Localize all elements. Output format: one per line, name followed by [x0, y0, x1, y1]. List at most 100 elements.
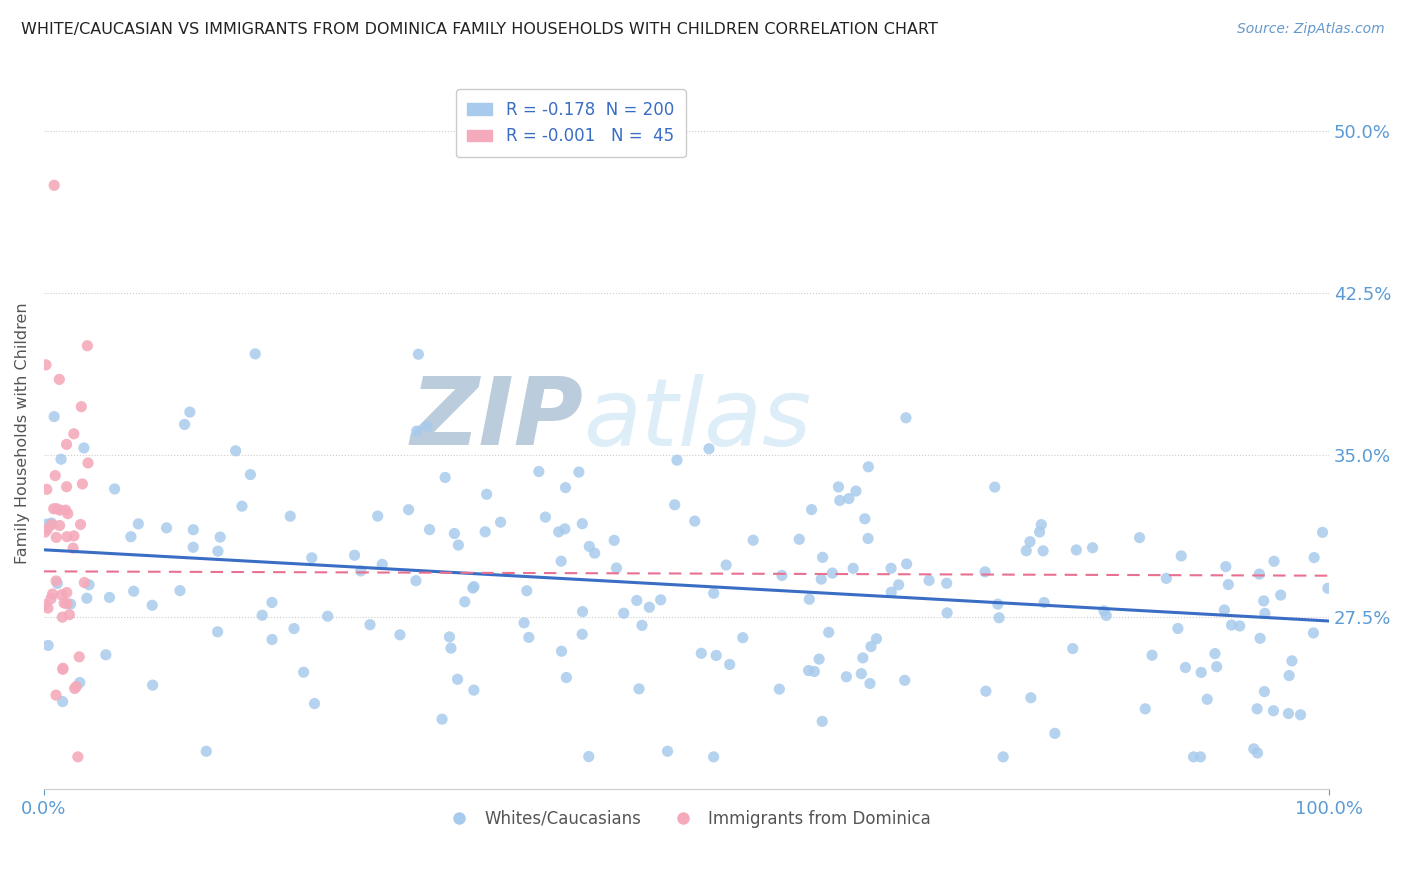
Point [1128, 531, 1150, 545]
Point [838, 491, 860, 506]
Point [98, 591, 121, 605]
Point [803, 665, 825, 679]
Point [690, 646, 713, 660]
Text: atlas: atlas [583, 374, 811, 465]
Point [1215, 559, 1237, 574]
Point [304, 697, 326, 711]
Point [1140, 648, 1163, 663]
Point [301, 550, 323, 565]
Point [1015, 543, 1038, 558]
Point [461, 581, 484, 595]
Point [1213, 603, 1236, 617]
Point [1243, 742, 1265, 756]
Point [250, 608, 273, 623]
Point [1135, 702, 1157, 716]
Point [388, 628, 411, 642]
Point [859, 640, 882, 654]
Point [45, 574, 67, 588]
Point [67, 649, 90, 664]
Point [1092, 604, 1115, 618]
Point [419, 523, 441, 537]
Point [578, 540, 600, 554]
Text: Source: ZipAtlas.com: Source: ZipAtlas.com [1237, 22, 1385, 37]
Point [936, 606, 959, 620]
Point [1218, 577, 1240, 591]
Point [991, 750, 1014, 764]
Point [568, 465, 591, 479]
Point [70, 400, 93, 414]
Point [1032, 544, 1054, 558]
Point [627, 681, 650, 696]
Point [46, 576, 69, 591]
Point [359, 617, 381, 632]
Point [52, 661, 75, 675]
Point [55, 503, 77, 517]
Point [173, 417, 195, 432]
Point [55, 585, 77, 599]
Point [73, 575, 96, 590]
Point [37, 522, 59, 536]
Point [434, 470, 457, 484]
Point [72, 477, 94, 491]
Point [1170, 549, 1192, 563]
Point [845, 484, 868, 499]
Point [489, 515, 512, 529]
Point [984, 480, 1007, 494]
Point [34, 524, 56, 539]
Point [439, 630, 461, 644]
Point [41, 517, 63, 532]
Point [513, 615, 536, 630]
Point [56, 597, 79, 611]
Legend: Whites/Caucasians, Immigrants from Dominica: Whites/Caucasians, Immigrants from Domin… [436, 803, 936, 834]
Point [1062, 641, 1084, 656]
Point [811, 714, 834, 729]
Point [974, 565, 997, 579]
Point [893, 673, 915, 688]
Point [42, 501, 65, 516]
Point [554, 481, 576, 495]
Point [808, 652, 831, 666]
Point [475, 487, 498, 501]
Point [704, 648, 727, 663]
Point [52, 662, 75, 676]
Point [231, 499, 253, 513]
Point [842, 561, 865, 575]
Point [63, 529, 86, 543]
Point [225, 443, 247, 458]
Point [440, 641, 463, 656]
Point [39, 591, 62, 606]
Point [1270, 588, 1292, 602]
Point [1281, 654, 1303, 668]
Point [69, 675, 91, 690]
Point [835, 670, 858, 684]
Point [34, 598, 56, 612]
Point [120, 530, 142, 544]
Point [1253, 594, 1275, 608]
Point [1277, 706, 1299, 721]
Point [987, 597, 1010, 611]
Point [974, 684, 997, 698]
Point [827, 480, 849, 494]
Point [169, 583, 191, 598]
Point [48, 372, 70, 386]
Point [1095, 608, 1118, 623]
Point [555, 671, 578, 685]
Point [880, 561, 903, 575]
Point [852, 651, 875, 665]
Point [122, 584, 145, 599]
Point [550, 644, 572, 658]
Point [463, 580, 485, 594]
Point [988, 611, 1011, 625]
Point [631, 618, 654, 632]
Point [51, 610, 73, 624]
Point [583, 546, 606, 560]
Point [550, 554, 572, 568]
Point [896, 557, 918, 571]
Point [664, 498, 686, 512]
Point [858, 459, 880, 474]
Point [742, 533, 765, 548]
Point [1246, 702, 1268, 716]
Point [405, 424, 427, 438]
Point [63, 426, 86, 441]
Point [179, 405, 201, 419]
